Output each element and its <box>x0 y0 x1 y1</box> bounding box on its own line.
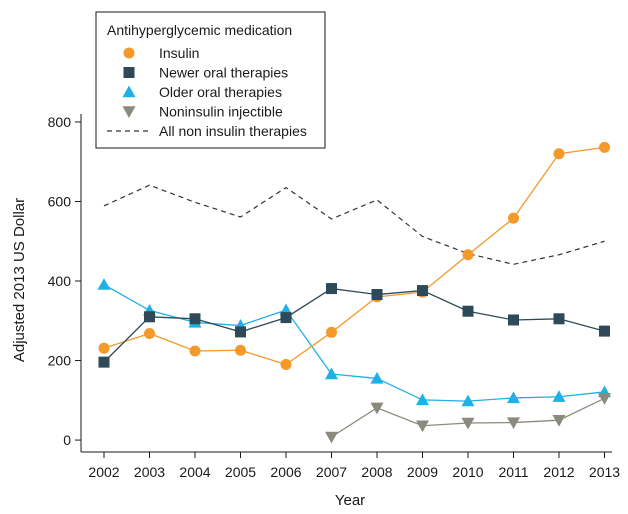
x-tick-label: 2009 <box>407 464 438 480</box>
data-point <box>98 342 110 354</box>
data-point <box>98 356 110 368</box>
data-point <box>599 141 610 153</box>
legend-swatch <box>123 67 135 78</box>
series-line-newer-oral-therapies <box>103 287 605 363</box>
data-point <box>553 313 565 325</box>
data-point <box>553 148 565 160</box>
data-point <box>507 417 520 430</box>
legend-label: Older oral therapies <box>159 84 282 100</box>
data-point <box>370 402 384 415</box>
y-axis-title: Adjusted 2013 US Dollar <box>11 198 28 362</box>
legend-swatch <box>123 47 135 59</box>
data-point <box>461 417 475 430</box>
x-tick-label: 2006 <box>270 464 301 480</box>
series-line-all-non-insulin-therapies <box>103 184 605 265</box>
series-all-non-insulin-therapies <box>103 184 605 265</box>
legend-label: Newer oral therapies <box>159 65 288 81</box>
data-point <box>235 326 246 338</box>
data-point <box>280 312 292 324</box>
legend-item-noninsulin-injectible: Noninsulin injectible <box>122 104 283 120</box>
data-point <box>144 311 155 323</box>
x-tick-label: 2012 <box>543 464 574 480</box>
data-point <box>507 391 520 404</box>
x-tick-label: 2003 <box>134 464 165 480</box>
data-point <box>325 367 338 380</box>
x-tick-label: 2008 <box>361 464 392 480</box>
series-line-older-oral-therapies <box>103 284 605 402</box>
series-insulin <box>98 141 610 371</box>
data-point <box>189 313 201 325</box>
data-point <box>144 328 155 340</box>
data-point <box>370 371 384 384</box>
legend-swatch <box>122 85 136 98</box>
x-tick-label: 2005 <box>225 464 256 480</box>
data-point <box>326 283 337 295</box>
data-point <box>598 393 611 405</box>
data-point <box>508 212 519 224</box>
y-tick-label: 600 <box>48 193 72 209</box>
data-point <box>326 326 337 338</box>
axes: 0 200 400 600 800 2002 2003 2004 2005 2006 2007 200… <box>48 114 621 480</box>
data-point <box>325 431 338 444</box>
legend-label: Insulin <box>159 45 199 61</box>
plot-area <box>97 141 611 444</box>
x-axis-title: Year <box>335 492 365 509</box>
data-point <box>599 325 610 337</box>
x-tick-label: 2002 <box>88 464 119 480</box>
legend-label: All non insulin therapies <box>159 123 307 139</box>
y-tick-label: 400 <box>48 273 72 289</box>
series-noninsulin-injectible <box>325 393 611 444</box>
legend-item-all-non-insulin-therapies: All non insulin therapies <box>107 123 307 139</box>
series-newer-oral-therapies <box>98 283 610 368</box>
data-point <box>461 394 475 407</box>
legend-item-insulin: Insulin <box>123 45 199 61</box>
y-tick-label: 0 <box>63 432 71 448</box>
y-tick-label: 200 <box>48 353 72 369</box>
data-point <box>462 305 474 317</box>
data-point <box>235 344 246 356</box>
data-point <box>371 289 383 301</box>
data-point <box>416 393 429 406</box>
data-point <box>462 249 474 261</box>
x-tick-label: 2004 <box>179 464 210 480</box>
data-point <box>280 359 292 371</box>
legend: Antihyperglycemic medication Insulin Newe… <box>95 11 326 149</box>
data-point <box>508 314 519 326</box>
data-point <box>552 414 566 427</box>
data-point <box>189 345 201 357</box>
data-point <box>416 420 429 433</box>
legend-title: Antihyperglycemic medication <box>107 22 292 38</box>
legend-swatch <box>122 106 136 118</box>
data-point <box>97 278 111 290</box>
x-tick-label: 2011 <box>498 464 528 480</box>
y-tick-label: 800 <box>48 114 72 130</box>
legend-label: Noninsulin injectible <box>159 104 283 120</box>
legend-box <box>95 11 326 149</box>
series-older-oral-therapies <box>97 278 611 407</box>
data-point <box>417 285 428 297</box>
data-point <box>552 390 566 402</box>
legend-item-newer-oral-therapies: Newer oral therapies <box>123 65 288 81</box>
x-tick-label: 2013 <box>589 464 620 480</box>
x-tick-label: 2007 <box>316 464 347 480</box>
x-tick-label: 2010 <box>452 464 483 480</box>
legend-item-older-oral-therapies: Older oral therapies <box>122 84 282 100</box>
series-line-insulin <box>103 146 605 366</box>
